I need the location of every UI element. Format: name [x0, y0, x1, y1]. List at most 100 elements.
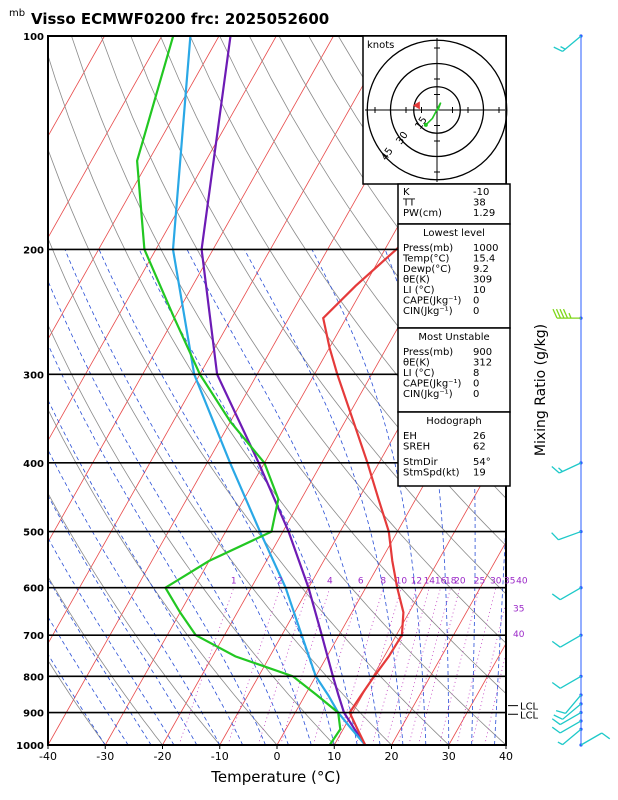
wind-barb-shaft [559, 587, 582, 601]
temperature-tick-label: -20 [154, 750, 172, 763]
mixing-ratio-line [408, 587, 452, 745]
index-value: 1000 [473, 243, 498, 254]
wind-barb-flag [553, 714, 563, 720]
mixing-ratio-label: 1 [231, 577, 237, 587]
wind-barb [551, 634, 582, 648]
temperature-tick-label: 0 [274, 750, 281, 763]
pressure-tick-label: 600 [23, 584, 44, 595]
wind-barb-flag [555, 709, 566, 714]
index-value: 900 [473, 347, 492, 358]
isotherm-line [48, 36, 334, 543]
pressure-tick-label: 100 [23, 32, 44, 43]
index-value: 54° [473, 457, 491, 468]
wind-profile [551, 34, 611, 747]
temperature-tick-label: -10 [211, 750, 229, 763]
index-name: CAPE(Jkg⁻¹) [403, 296, 461, 307]
wind-barb-shaft [559, 720, 582, 734]
index-name: CIN(Jkg⁻¹) [403, 389, 453, 400]
pressure-tick-label: 300 [23, 370, 44, 381]
wind-barb-shaft [562, 35, 582, 52]
dry-adiabat-line [48, 492, 221, 745]
mixing-ratio-line [178, 587, 235, 745]
temperature-tick-label: 20 [385, 750, 399, 763]
moist-adiabat-line [48, 537, 175, 745]
isotherm-line [48, 36, 163, 239]
pressure-tick-label: 800 [23, 672, 44, 683]
wind-barb [552, 308, 581, 319]
wind-barb-flag [601, 732, 611, 740]
wind-barb-shaft [562, 703, 582, 720]
isotherm-line [333, 439, 506, 745]
isotherm-line [48, 36, 220, 340]
pressure-tick-label: 400 [23, 459, 44, 470]
lcl-label: LCL [520, 710, 539, 721]
wind-barb-flag [551, 681, 561, 689]
diagram-grid [48, 36, 618, 745]
isotherm-line [391, 541, 506, 745]
moist-adiabat-line [244, 249, 404, 745]
mixing-ratio-label: 30 [490, 577, 502, 587]
mixing-ratio-label: 10 [396, 577, 408, 587]
wind-barb-shaft [559, 675, 582, 689]
mixing-ratio-label: 3 [306, 577, 312, 587]
index-name: EH [403, 431, 417, 442]
temperature-tick-label: -40 [39, 750, 57, 763]
mixing-ratio-label: 40 [516, 577, 528, 587]
dry-adiabat-line [130, 36, 506, 595]
index-value: 26 [473, 431, 486, 442]
dry-adiabat-line [48, 659, 106, 745]
dry-adiabat-line [48, 54, 506, 745]
index-name: K [403, 187, 410, 198]
wind-barb-flag [553, 46, 563, 53]
wind-barb-half-flag [557, 741, 563, 746]
mixing-ratio-label: 16 [435, 577, 447, 587]
index-name: PW(cm) [403, 208, 442, 219]
dry-adiabat-line [516, 36, 618, 745]
wind-barb [551, 711, 582, 726]
temperature-tick-label: -30 [96, 750, 114, 763]
pressure-tick-label: 700 [23, 631, 44, 642]
temperature-tick-label: 30 [442, 750, 456, 763]
wind-barb-base [579, 316, 583, 320]
mixing-ratio-label: 2 [277, 577, 283, 587]
mixing-ratio-line [471, 601, 506, 745]
wind-barb-flag [552, 308, 558, 319]
moist-adiabat-line [48, 616, 129, 745]
index-name: Press(mb) [403, 243, 453, 254]
storm-motion-marker [412, 101, 420, 110]
mixing-ratio-line [280, 587, 331, 745]
wind-barb [551, 587, 582, 601]
wind-barb-half-flag [560, 46, 566, 50]
index-name: θE(K) [403, 358, 430, 369]
dry-adiabat-line [48, 408, 278, 745]
wind-barb [580, 732, 611, 746]
index-name: LI (°C) [403, 285, 435, 296]
mixing-ratio-label: 40 [513, 630, 525, 640]
mixing-ratio-label: 35 [504, 577, 515, 587]
dewpoint-line [135, 36, 342, 745]
mixing-ratio-label: 8 [380, 577, 386, 587]
index-value: 9.2 [473, 264, 489, 275]
index-name: Dewp(°C) [403, 264, 451, 275]
pressure-tick-label: 900 [23, 709, 44, 720]
temperature-tick-label: 10 [327, 750, 341, 763]
wind-barb-flag [551, 466, 560, 474]
wind-barb [557, 728, 582, 746]
dry-adiabat-line [189, 36, 506, 499]
dry-adiabat-line [48, 237, 392, 745]
index-value: 0 [473, 389, 479, 400]
mixing-ratio-label: 12 [411, 577, 422, 587]
wind-barb-shaft [558, 462, 582, 474]
pressure-tick-label: 500 [23, 528, 44, 539]
index-value: 309 [473, 275, 492, 286]
indices-panel: K -10 TT 38 PW(cm) 1.29 Lowest level Press(mb) 1… [397, 183, 511, 487]
indices-section-title: Hodograph [426, 416, 481, 427]
wind-barb-flag [551, 718, 561, 726]
pressure-unit-label: mb [9, 8, 25, 19]
wind-barb-flag [551, 532, 559, 541]
index-name: TT [402, 198, 416, 209]
wind-barb [551, 720, 582, 734]
wind-barb [553, 35, 582, 53]
